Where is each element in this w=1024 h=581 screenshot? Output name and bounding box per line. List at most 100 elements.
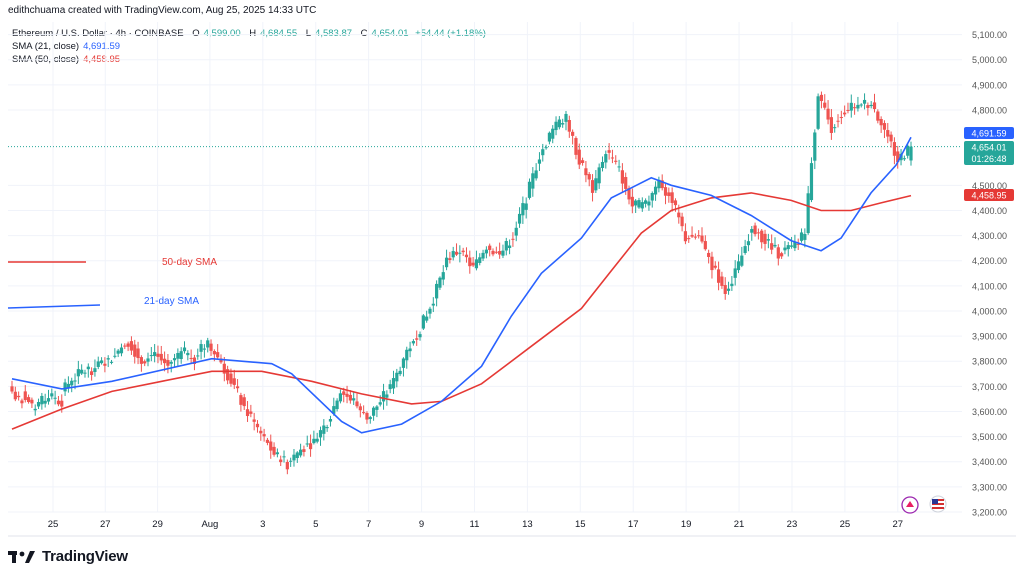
price-axis[interactable]: 3,200.00 3,300.00 3,400.00 3,500.00 3,600.00… (962, 0, 1024, 540)
candle-body (571, 131, 575, 136)
candle-body (906, 145, 910, 156)
moving-averages (11, 136, 912, 434)
y-tick-label: 4,100.00 (972, 281, 1007, 291)
time-axis[interactable]: 25 27 29 Aug 3 5 7 9 11 13 15 17 19 21 23 25 27 (8, 519, 1016, 537)
candle-body (554, 121, 558, 131)
x-tick-label: 9 (419, 519, 424, 530)
chart-annotations: 50-day SMA 21-day SMA (7, 257, 217, 309)
candle-body (508, 245, 512, 248)
candle-body (577, 149, 581, 165)
candle-body (531, 173, 535, 189)
candle-body (796, 243, 800, 245)
candle-body (537, 159, 542, 164)
y-tick-label: 3,900.00 (972, 332, 1007, 342)
candle-body (547, 132, 552, 142)
x-tick-label: 13 (522, 519, 533, 530)
candle-body (710, 256, 714, 271)
y-tick-label: 4,300.00 (972, 231, 1007, 241)
chart-attribution: edithchuama created with TradingView.com… (8, 5, 317, 16)
candle-body (368, 417, 372, 420)
candle-body (756, 232, 761, 234)
candle-body (96, 361, 100, 367)
candle-body (299, 449, 303, 456)
candle-body (464, 254, 469, 258)
candle-body (584, 168, 588, 176)
candle-body (395, 372, 399, 382)
candle-body (116, 350, 120, 354)
candle-body (36, 402, 41, 407)
legend-close-label: C (360, 28, 368, 39)
candle-body (627, 188, 631, 200)
candle-body (245, 409, 250, 417)
candle-body (431, 303, 435, 306)
candle-body (292, 454, 296, 461)
candle-body (315, 438, 319, 442)
candle-body (872, 102, 877, 110)
candle-body (610, 157, 615, 159)
candle-body (856, 104, 860, 109)
candle-body (153, 352, 157, 357)
candle-body (192, 357, 197, 364)
candle-body (46, 398, 51, 402)
sma21-annotation-label: 21-day SMA (144, 296, 199, 307)
y-tick-label: 3,800.00 (972, 357, 1007, 367)
candle-body (644, 200, 648, 204)
candle-body (667, 192, 671, 197)
candle-body (133, 344, 137, 357)
candle-body (285, 461, 289, 470)
candle-body (773, 244, 777, 247)
candle-body (279, 459, 283, 463)
candle-body (876, 111, 880, 121)
candle-body (730, 283, 734, 287)
replay-icon[interactable] (901, 496, 919, 514)
x-tick-label: 21 (734, 519, 745, 530)
candle-body (498, 251, 502, 255)
candle-body (707, 252, 711, 257)
candle-body (275, 452, 279, 455)
candle-body (139, 357, 143, 364)
candle-body (444, 257, 449, 268)
candle-body (657, 179, 661, 189)
candle-body (491, 250, 495, 255)
candle-body (249, 411, 253, 414)
candle-body (849, 102, 853, 111)
candle-body (677, 212, 681, 218)
candle-body (839, 117, 843, 119)
candle-body (521, 203, 525, 216)
candle-body (332, 406, 336, 414)
candle-body (799, 232, 804, 241)
candle-body (597, 167, 601, 184)
candle-body (786, 245, 790, 250)
candle-body (302, 449, 306, 452)
candle-body (760, 230, 764, 243)
candle-body (355, 401, 359, 407)
candle-body (743, 246, 747, 254)
candle-body (255, 423, 260, 428)
candle-body (896, 151, 900, 163)
candle-body (866, 105, 870, 108)
candle-body (458, 252, 462, 254)
sma21-annotation-line (7, 304, 101, 309)
candle-body (846, 109, 850, 111)
tradingview-brand[interactable]: TradingView (8, 548, 128, 565)
candle-body (524, 203, 528, 210)
candle-body (235, 386, 240, 389)
candle-body (448, 258, 452, 260)
candle-body (451, 251, 455, 258)
sma50-line (11, 192, 912, 430)
candle-body (468, 257, 472, 267)
candle-body (126, 343, 130, 347)
legend-symbol: Ethereum / U.S. Dollar · 4h · COINBASE (12, 28, 184, 39)
x-tick-label: 25 (48, 519, 59, 530)
candle-body (305, 443, 309, 445)
candle-body (690, 234, 694, 237)
candle-body (199, 344, 203, 352)
chart-grid (8, 22, 962, 513)
candle-body (736, 261, 741, 271)
candle-body (242, 397, 246, 407)
candle-body (541, 149, 545, 156)
candle-body (647, 201, 651, 206)
candle-body (683, 231, 688, 242)
